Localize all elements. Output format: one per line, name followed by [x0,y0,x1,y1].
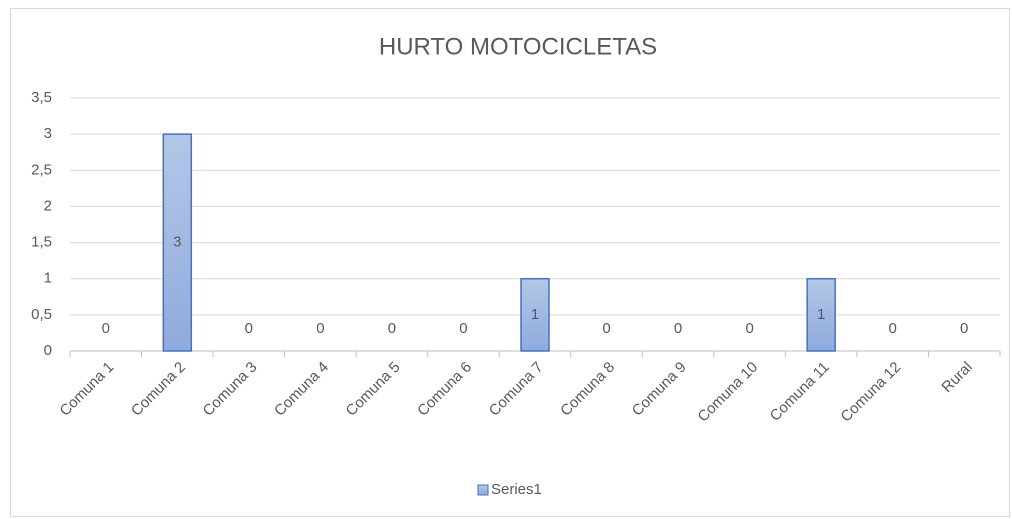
data-label: 0 [459,320,467,337]
y-tick-label: 1,5 [31,234,52,251]
data-label: 1 [531,306,539,323]
y-tick-label: 0,5 [31,306,52,323]
y-tick-label: 3 [44,125,52,142]
data-label: 0 [674,320,682,337]
data-label: 0 [102,320,110,337]
legend-swatch [477,484,489,496]
data-label: 0 [960,320,968,337]
data-label: 0 [602,320,610,337]
data-label: 3 [173,234,181,251]
chart-title: HURTO MOTOCICLETAS [379,33,657,60]
data-label: 0 [316,320,324,337]
y-tick-label: 2 [44,197,52,214]
bar [520,277,550,352]
data-label: 0 [745,320,753,337]
y-tick-label: 0 [44,342,52,359]
y-tick-label: 1 [44,270,52,287]
data-label: 0 [245,320,253,337]
bar [806,277,836,352]
chart-frame [10,8,1010,517]
bar [162,133,193,352]
data-label: 1 [817,306,825,323]
legend-label: Series1 [491,481,542,498]
y-tick-label: 2,5 [31,161,52,178]
data-label: 0 [889,320,897,337]
y-tick-label: 3,5 [31,89,52,106]
data-label: 0 [388,320,396,337]
